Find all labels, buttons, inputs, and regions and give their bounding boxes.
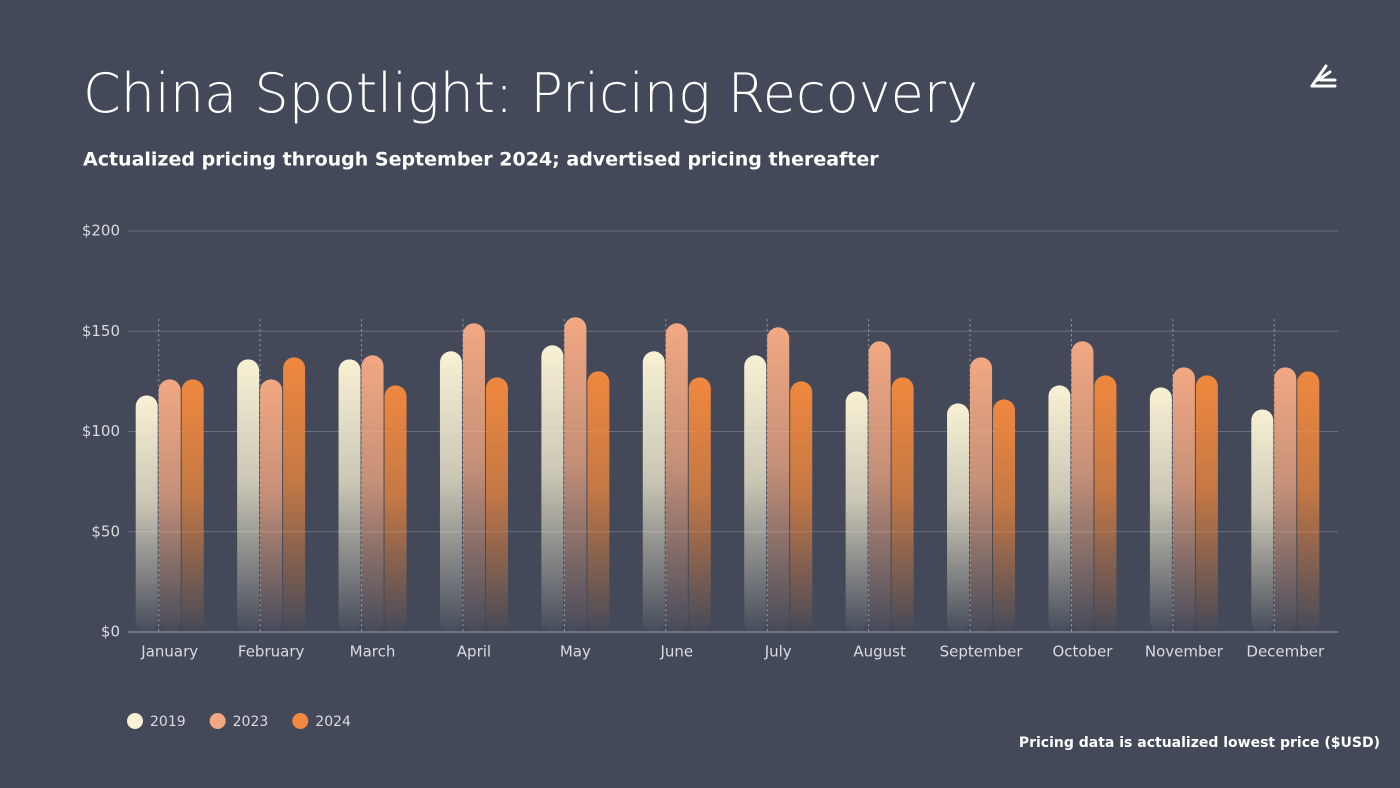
bar [744, 355, 767, 632]
x-tick-label: June [659, 643, 693, 661]
x-tick-label: December [1246, 643, 1325, 661]
x-tick-label: January [140, 643, 198, 661]
x-tick-label: February [238, 643, 305, 661]
chart-title: China Spotlight: Pricing Recovery [83, 62, 978, 125]
bar [993, 399, 1016, 632]
bar [462, 323, 485, 632]
bar [237, 359, 260, 632]
bar [181, 379, 204, 632]
legend-label: 2019 [150, 714, 186, 730]
bar [1251, 409, 1274, 632]
y-tick-label: $50 [91, 522, 120, 540]
bar [947, 403, 970, 632]
bar [158, 379, 181, 632]
y-tick-label: $100 [82, 422, 120, 440]
legend-label: 2023 [233, 714, 269, 730]
bar [891, 377, 914, 632]
bar [338, 359, 361, 632]
bar [1195, 375, 1218, 632]
x-tick-label: October [1052, 643, 1113, 661]
legend-swatch [292, 713, 309, 729]
bar [1048, 385, 1071, 632]
bar [1149, 387, 1172, 632]
bar [260, 379, 283, 632]
bar [970, 357, 993, 632]
bar [485, 377, 508, 632]
legend-swatch [127, 713, 143, 729]
bar [845, 391, 868, 632]
bar [642, 351, 665, 632]
x-tick-label: September [940, 643, 1024, 661]
bar [1094, 375, 1117, 632]
x-tick-label: April [457, 643, 491, 661]
y-tick-label: $0 [101, 623, 120, 641]
x-tick-label: May [560, 643, 591, 661]
bar [384, 385, 407, 632]
bar [361, 355, 384, 632]
bar [1297, 371, 1320, 632]
bar [665, 323, 688, 632]
chart-subtitle: Actualized pricing through September 202… [83, 149, 879, 171]
y-tick-label: $150 [82, 322, 120, 340]
legend-swatch [209, 713, 226, 729]
bar [767, 327, 790, 632]
x-tick-label: August [853, 643, 906, 661]
bar [1274, 367, 1297, 632]
bar [790, 381, 813, 632]
bar [1172, 367, 1195, 632]
logo [1310, 64, 1337, 88]
bar [587, 371, 610, 632]
bar [135, 395, 158, 632]
x-tick-label: March [350, 643, 396, 661]
bar [1071, 341, 1094, 632]
x-tick-label: November [1145, 643, 1224, 661]
bar [564, 317, 587, 632]
bar [283, 357, 306, 632]
bar [868, 341, 891, 632]
x-tick-label: July [764, 643, 792, 661]
bar [541, 345, 564, 632]
bar [688, 377, 711, 632]
bar [439, 351, 462, 632]
y-tick-label: $200 [82, 222, 120, 240]
footnote: Pricing data is actualized lowest price … [1019, 735, 1380, 751]
legend-label: 2024 [315, 714, 351, 730]
